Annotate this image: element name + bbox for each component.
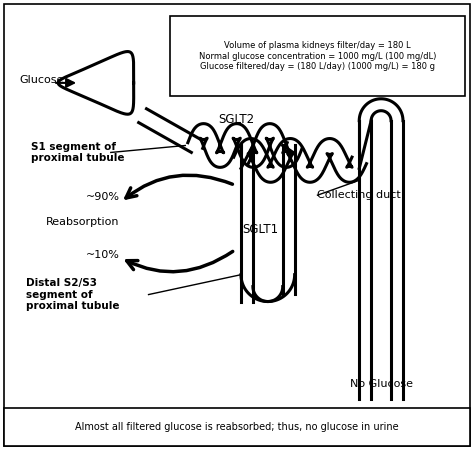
Text: Glucose: Glucose	[19, 75, 64, 85]
Text: Distal S2/S3
segment of
proximal tubule: Distal S2/S3 segment of proximal tubule	[27, 278, 120, 311]
Bar	[4, 408, 470, 446]
Text: No Glucose: No Glucose	[350, 379, 412, 389]
FancyArrowPatch shape	[127, 252, 233, 272]
Text: SGLT2: SGLT2	[218, 112, 254, 126]
Text: Volume of plasma kidneys filter/day = 180 L
Normal glucose concentration = 1000 : Volume of plasma kidneys filter/day = 18…	[199, 41, 436, 71]
Bar	[171, 16, 465, 96]
Text: Reabsorption: Reabsorption	[46, 217, 120, 227]
Text: Almost all filtered glucose is reabsorbed; thus, no glucose in urine: Almost all filtered glucose is reabsorbe…	[75, 422, 399, 432]
Text: S1 segment of
proximal tubule: S1 segment of proximal tubule	[31, 142, 125, 163]
Text: ~10%: ~10%	[86, 250, 120, 260]
Text: SGLT1: SGLT1	[242, 224, 278, 236]
Text: Collecting duct: Collecting duct	[318, 190, 401, 200]
FancyArrowPatch shape	[126, 175, 232, 198]
Text: ~90%: ~90%	[86, 192, 120, 202]
